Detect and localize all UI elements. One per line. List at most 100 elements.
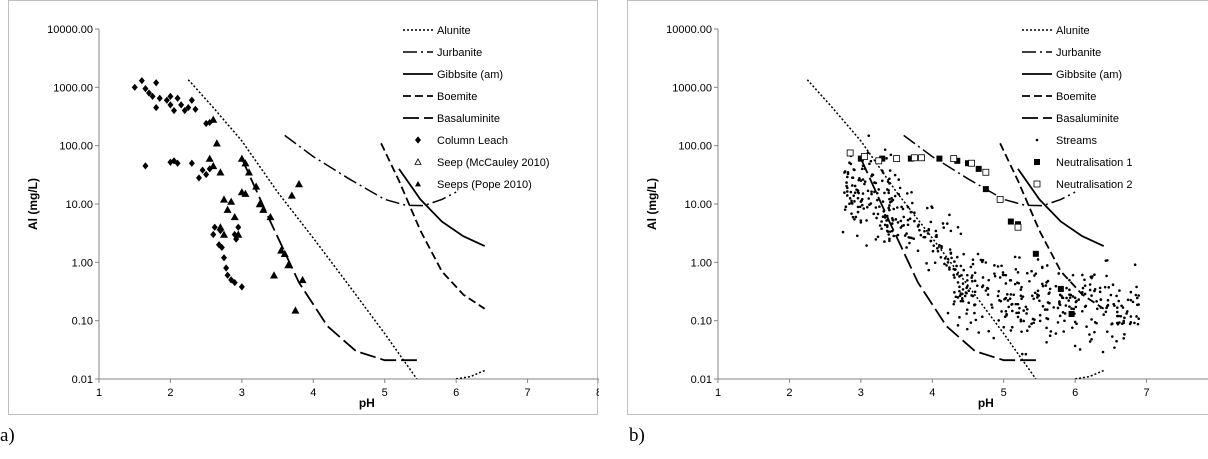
point-streams xyxy=(1098,290,1102,294)
point-streams xyxy=(934,235,938,238)
point-streams xyxy=(1025,271,1029,275)
point-streams xyxy=(962,252,966,256)
point-streams xyxy=(945,264,948,267)
line-basaluminite xyxy=(241,158,417,362)
point-streams xyxy=(958,275,961,278)
point-streams xyxy=(1083,284,1087,287)
x-tick-label: 7 xyxy=(525,387,531,399)
point-streams xyxy=(883,191,886,195)
point-streams xyxy=(990,306,994,309)
point-streams xyxy=(849,190,853,194)
point-streams xyxy=(1018,256,1021,259)
point-streams xyxy=(1090,318,1093,321)
point-streams xyxy=(927,227,931,231)
point-streams xyxy=(1078,348,1082,351)
point-streams xyxy=(1065,286,1068,290)
point-streams xyxy=(961,299,965,303)
point-column-leach xyxy=(224,271,231,279)
y-tick-label: 100.00 xyxy=(59,141,93,153)
point-streams xyxy=(883,223,887,227)
point-column-leach xyxy=(211,223,218,231)
point-streams xyxy=(845,190,849,193)
point-streams xyxy=(1018,306,1021,310)
point-streams xyxy=(1057,272,1061,275)
point-seeps-pope-2010 xyxy=(295,180,303,188)
chart-panel-b: 0.01 0.10 1.00 10.00 100.00 1000.00 10000.00 1 2… xyxy=(627,0,1208,415)
point-streams xyxy=(892,234,896,238)
point-column-leach xyxy=(188,96,195,104)
point-streams xyxy=(906,218,910,222)
point-column-leach xyxy=(203,170,210,179)
point-neutralisation-2 xyxy=(918,154,925,162)
point-streams xyxy=(935,247,939,250)
point-seeps-pope-2010 xyxy=(255,200,264,208)
series-seeps-pope-2010 xyxy=(205,115,307,314)
point-streams xyxy=(874,206,878,209)
point-streams xyxy=(1068,293,1071,296)
point-streams xyxy=(929,220,933,224)
point-streams xyxy=(850,202,854,205)
point-streams xyxy=(856,196,860,200)
point-column-leach xyxy=(171,106,177,115)
point-streams xyxy=(1015,311,1018,315)
point-streams xyxy=(973,279,977,283)
point-streams xyxy=(853,217,856,221)
point-streams xyxy=(1073,344,1077,348)
point-streams xyxy=(1131,300,1135,304)
point-streams xyxy=(888,237,891,241)
point-streams xyxy=(1093,273,1096,276)
point-streams xyxy=(905,192,909,195)
point-streams xyxy=(1137,317,1141,321)
legend-swatch-seeps-pope-2010 xyxy=(415,181,421,187)
point-streams xyxy=(858,205,862,209)
point-streams xyxy=(1045,326,1048,330)
point-streams xyxy=(1095,307,1099,311)
point-streams xyxy=(872,212,876,216)
line-alunite xyxy=(187,79,418,379)
point-streams xyxy=(873,190,876,194)
point-streams xyxy=(949,252,953,255)
point-streams xyxy=(843,170,847,173)
legend-item-gibbsite-am: Gibbsite (am) xyxy=(1022,69,1122,81)
legend-item-basaluminite: Basaluminite xyxy=(403,113,500,125)
point-streams xyxy=(934,229,938,233)
point-streams xyxy=(1137,294,1141,297)
point-streams xyxy=(860,203,864,207)
point-streams xyxy=(967,301,971,305)
point-streams xyxy=(857,178,861,182)
series-column-leach xyxy=(131,77,245,291)
point-streams xyxy=(843,191,846,194)
point-streams xyxy=(1068,296,1072,299)
point-seeps-pope-2010 xyxy=(209,161,218,170)
point-streams xyxy=(1062,330,1066,333)
point-streams xyxy=(868,203,871,206)
point-streams xyxy=(841,230,845,234)
point-streams xyxy=(1049,330,1053,333)
point-streams xyxy=(882,210,886,213)
y-axis-label: Al (mg/L) xyxy=(645,178,659,230)
point-streams xyxy=(1063,319,1066,323)
point-neutralisation-2 xyxy=(996,195,1004,203)
point-neutralisation-1 xyxy=(907,155,914,162)
point-neutralisation-2 xyxy=(950,155,958,163)
legend-item-seep-mccauley-2010: Seep (McCauley 2010) xyxy=(414,157,550,169)
point-streams xyxy=(1014,268,1018,271)
point-streams xyxy=(1025,312,1028,315)
point-seeps-pope-2010 xyxy=(259,205,268,213)
series-neutralisation-1 xyxy=(857,155,1075,318)
point-streams xyxy=(961,288,965,291)
point-streams xyxy=(1084,304,1088,308)
point-streams xyxy=(1085,325,1088,328)
point-streams xyxy=(1046,301,1050,304)
point-streams xyxy=(1115,294,1118,298)
series-streams xyxy=(841,134,1141,356)
point-streams xyxy=(1048,287,1052,291)
point-streams xyxy=(971,262,975,266)
point-streams xyxy=(1098,286,1102,290)
point-streams xyxy=(1007,305,1011,309)
caption-a: a) xyxy=(0,425,15,446)
point-streams xyxy=(955,272,959,276)
point-streams xyxy=(880,179,884,183)
point-streams xyxy=(859,179,863,182)
point-streams xyxy=(1068,278,1071,282)
